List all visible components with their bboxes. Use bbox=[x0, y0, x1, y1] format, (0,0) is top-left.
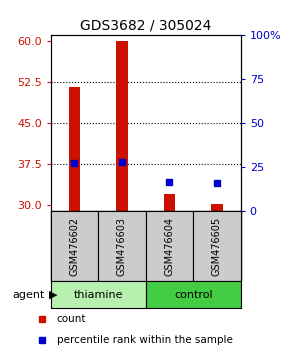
Bar bbox=[211, 204, 223, 211]
FancyBboxPatch shape bbox=[51, 211, 98, 281]
Text: ▶: ▶ bbox=[49, 290, 58, 300]
FancyBboxPatch shape bbox=[98, 211, 146, 281]
FancyBboxPatch shape bbox=[51, 281, 146, 308]
Text: thiamine: thiamine bbox=[73, 290, 123, 300]
Text: GSM476605: GSM476605 bbox=[212, 216, 222, 276]
Bar bbox=[164, 194, 175, 211]
Text: percentile rank within the sample: percentile rank within the sample bbox=[57, 335, 233, 345]
FancyBboxPatch shape bbox=[146, 211, 193, 281]
Text: GSM476602: GSM476602 bbox=[70, 216, 79, 276]
Text: GSM476603: GSM476603 bbox=[117, 217, 127, 275]
Text: agent: agent bbox=[12, 290, 45, 300]
FancyBboxPatch shape bbox=[193, 211, 241, 281]
Text: control: control bbox=[174, 290, 213, 300]
Text: count: count bbox=[57, 314, 86, 324]
Text: GSM476604: GSM476604 bbox=[164, 217, 175, 275]
Bar bbox=[116, 41, 128, 211]
Title: GDS3682 / 305024: GDS3682 / 305024 bbox=[80, 19, 211, 33]
Bar bbox=[68, 87, 80, 211]
FancyBboxPatch shape bbox=[146, 281, 241, 308]
